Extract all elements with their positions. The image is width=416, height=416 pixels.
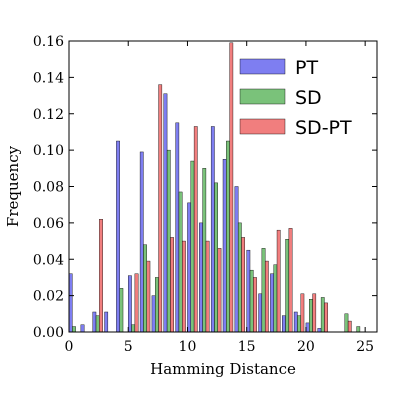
y-tick-label: 0.00	[33, 325, 64, 341]
bar-sd-pt-19	[300, 293, 305, 333]
bar-sd-pt-17	[276, 229, 281, 333]
bar-sd-11	[202, 168, 207, 333]
bar-sd-pt-9	[182, 240, 186, 333]
bar-pt-13	[222, 159, 227, 333]
bar-sd-9	[178, 191, 183, 333]
y-tick-label: 0.12	[33, 107, 64, 123]
bar-pt-19	[293, 311, 298, 333]
bar-pt-16	[258, 293, 263, 333]
bar-sd-pt-12	[217, 248, 222, 333]
bar-sd-pt-23	[347, 320, 352, 333]
bar-sd-8	[166, 149, 171, 333]
bar-pt-15	[246, 249, 251, 333]
bar-pt-14	[234, 186, 239, 333]
bar-pt-6	[139, 151, 144, 333]
bar-pt-1	[80, 324, 85, 333]
y-tick-label: 0.04	[33, 252, 64, 268]
bar-pt-5	[128, 275, 132, 333]
bar-sd-pt-2	[99, 219, 103, 333]
bar-sd-23	[344, 313, 349, 333]
legend-label-sd: SD	[295, 87, 322, 109]
bar-pt-12	[210, 126, 215, 333]
bar-sd-pt-6	[146, 260, 151, 333]
bar-sd-pt-15	[253, 277, 257, 333]
bar-sd-14	[237, 222, 242, 333]
y-tick-label: 0.10	[33, 143, 64, 159]
bar-sd-pt-8	[170, 237, 174, 333]
y-axis-ticks: 0.00 0.02 0.04 0.06 0.08 0.10 0.12 0.14 0.16	[33, 34, 377, 341]
bar-sd-pt-14	[241, 237, 245, 333]
legend-swatch-sd	[239, 88, 286, 105]
x-tick-label: 20	[297, 339, 315, 355]
bar-sd-20	[309, 299, 313, 333]
bar-sd-15	[249, 269, 254, 333]
legend: PT SD SD-PT	[239, 57, 352, 139]
bars-layer	[68, 42, 361, 333]
bar-sd-0	[72, 326, 76, 333]
bar-sd-pt-10	[193, 126, 198, 333]
y-tick-label: 0.08	[33, 180, 64, 196]
bar-pt-11	[199, 222, 203, 333]
x-tick-label: 15	[238, 339, 256, 355]
x-tick-label: 5	[124, 339, 133, 355]
bar-sd-pt-13	[229, 42, 234, 333]
x-axis-ticks: 0 5 10 15 20 25	[65, 41, 374, 355]
bar-sd-pt-5	[134, 273, 139, 333]
bar-pt-9	[175, 122, 180, 333]
x-tick-label: 25	[356, 339, 374, 355]
bar-sd-12	[214, 182, 218, 333]
legend-label-sd-pt: SD-PT	[295, 117, 352, 139]
bar-pt-10	[187, 202, 191, 333]
bar-pt-18	[282, 315, 286, 333]
bar-sd-21	[320, 297, 325, 333]
bar-sd-24	[356, 326, 361, 333]
x-tick-label: 0	[65, 339, 74, 355]
bar-pt-21	[317, 328, 322, 333]
bar-sd-19	[297, 315, 301, 333]
legend-swatch-pt	[239, 58, 286, 75]
bar-sd-13	[226, 140, 230, 333]
y-axis-label: Frequency	[4, 145, 22, 227]
bar-sd-7	[155, 277, 159, 333]
bar-sd-17	[273, 264, 278, 333]
bar-sd-18	[285, 239, 290, 333]
bar-sd-10	[190, 160, 195, 333]
bar-pt-3	[104, 311, 109, 333]
bar-sd-16	[261, 248, 266, 333]
bar-sd-pt-7	[158, 84, 163, 333]
bar-pt-4	[116, 140, 120, 333]
bar-pt-17	[270, 273, 274, 333]
x-tick-label: 10	[179, 339, 197, 355]
y-tick-label: 0.16	[33, 34, 64, 50]
bar-sd-pt-16	[264, 260, 269, 333]
bar-sd-pt-11	[205, 240, 210, 333]
bar-pt-7	[151, 295, 156, 333]
bar-pt-2	[92, 311, 97, 333]
bar-sd-4	[119, 288, 124, 333]
y-tick-label: 0.02	[33, 289, 64, 305]
bar-pt-8	[163, 93, 168, 333]
bar-sd-pt-18	[288, 228, 293, 333]
y-tick-label: 0.14	[33, 70, 64, 86]
bar-sd-6	[143, 244, 147, 333]
y-tick-label: 0.06	[33, 216, 64, 232]
bar-sd-5	[131, 324, 136, 333]
bar-sd-pt-20	[312, 293, 317, 333]
legend-swatch-sd-pt	[239, 118, 286, 135]
x-axis-label: Hamming Distance	[150, 360, 296, 378]
bar-sd-2	[95, 315, 100, 333]
bar-sd-pt-21	[324, 302, 328, 333]
legend-label-pt: PT	[295, 57, 318, 79]
